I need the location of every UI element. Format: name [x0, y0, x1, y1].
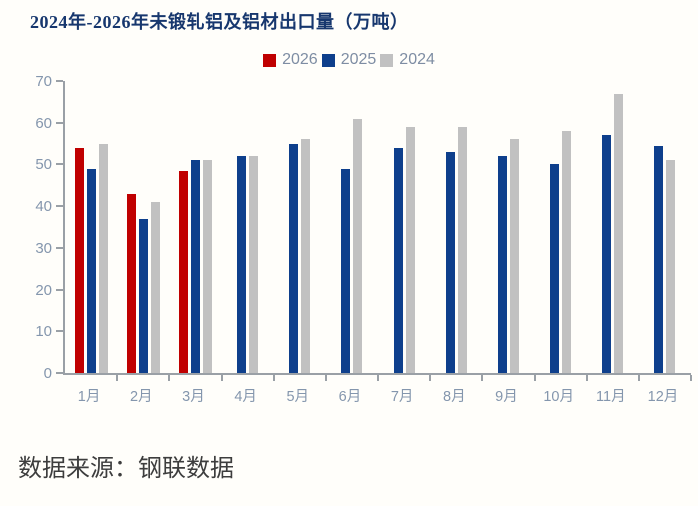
bar-2026-2月 [126, 193, 136, 373]
x-axis-label-3月: 3月 [182, 389, 205, 405]
bar-2026-1月 [74, 147, 84, 373]
x-axis-tick [168, 375, 171, 381]
bar-2025-11月 [602, 135, 612, 373]
bar-group-3月 [169, 81, 221, 373]
legend-swatch-icon [380, 53, 394, 67]
bar-2024-3月 [202, 160, 212, 373]
chart-legend: 2026 2025 2024 [0, 52, 698, 68]
bar-group-12月 [639, 81, 691, 373]
bar-2024-10月 [562, 131, 572, 373]
bar-group-1月 [65, 81, 117, 373]
x-axis-label-9月: 9月 [495, 389, 518, 405]
bar-group-5月 [274, 81, 326, 373]
y-axis-label: 30 [35, 239, 52, 257]
bar-2025-3月 [190, 160, 200, 373]
bar-2025-8月 [445, 151, 455, 373]
y-axis-tick [56, 372, 63, 374]
bar-2024-8月 [457, 126, 467, 373]
x-axis-tick [533, 375, 536, 381]
x-axis-tick [481, 375, 484, 381]
bar-group-7月 [378, 81, 430, 373]
x-axis-label-4月: 4月 [234, 389, 257, 405]
x-axis-label-2月: 2月 [129, 389, 153, 405]
x-axis-tick [272, 375, 275, 381]
x-axis-label-8月: 8月 [443, 389, 466, 405]
y-axis-tick [56, 288, 63, 291]
bar-group-4月 [222, 81, 274, 373]
x-axis-tick [585, 375, 588, 381]
bar-2025-6月 [341, 168, 351, 373]
x-axis-label-7月: 7月 [390, 389, 414, 405]
bar-2026-3月 [178, 170, 188, 373]
chart-title: 2024年-2026年未锻轧铝及铝材出口量（万吨） [30, 12, 409, 32]
bar-2024-2月 [150, 201, 160, 373]
legend-label: 2026 [282, 51, 318, 68]
y-axis-tick [56, 80, 63, 82]
x-axis-label-12月: 12月 [647, 389, 679, 405]
bar-2024-4月 [249, 156, 259, 373]
legend-item-2024: 2024 [380, 52, 435, 68]
y-axis-label: 40 [35, 198, 52, 216]
x-axis-tick [324, 375, 327, 381]
legend-item-2025: 2025 [321, 51, 377, 68]
bar-2025-10月 [550, 164, 560, 373]
x-axis-labels: 1月 2月 3月 4月 5月 6月 7月 8月 9月 10月 11月 12月 [63, 385, 689, 406]
legend-swatch-icon [321, 53, 335, 67]
bar-group-11月 [587, 81, 639, 373]
x-axis-tick [116, 375, 119, 381]
y-axis-label: 0 [43, 365, 52, 382]
bar-2024-7月 [405, 126, 415, 373]
bar-group-8月 [430, 81, 482, 373]
x-axis-tick [377, 375, 379, 381]
y-axis-label: 70 [35, 73, 52, 90]
bar-2024-5月 [301, 139, 311, 373]
y-axis-tick [56, 205, 63, 208]
y-axis-label: 20 [35, 281, 52, 299]
bar-2025-7月 [393, 147, 403, 373]
bar-group-9月 [482, 81, 534, 373]
bar-groups [65, 81, 691, 373]
y-axis-tick [56, 330, 63, 333]
y-axis-tick [56, 163, 63, 166]
x-axis-tick [220, 375, 223, 381]
plot-area: 0 10 20 30 40 50 60 70 [35, 74, 692, 381]
bar-2025-9月 [497, 156, 507, 373]
bar-2024-9月 [509, 139, 519, 373]
legend-item-2026: 2026 [263, 52, 318, 68]
legend-swatch-icon [263, 53, 277, 67]
y-axis-tick [56, 121, 63, 124]
bar-2025-12月 [654, 145, 664, 373]
y-axis-label: 10 [35, 323, 52, 341]
legend-label: 2024 [399, 51, 435, 68]
legend-label: 2025 [340, 51, 377, 68]
data-source: 数据来源：钢联数据 [18, 456, 234, 482]
x-axis-tick [637, 375, 640, 381]
bar-2025-1月 [86, 168, 96, 373]
bar-2024-6月 [353, 118, 363, 373]
x-axis-label-6月: 6月 [338, 389, 362, 405]
bar-2024-1月 [98, 143, 108, 373]
y-axis-tick [56, 246, 63, 249]
bar-2024-12月 [666, 160, 676, 373]
bar-2025-2月 [138, 218, 148, 373]
x-axis-label-5月: 5月 [286, 389, 310, 405]
bar-2024-11月 [614, 93, 624, 373]
x-axis-label-11月: 11月 [596, 389, 626, 405]
y-axis-label: 50 [35, 156, 52, 174]
bar-2025-5月 [289, 143, 299, 373]
x-axis-label-1月: 1月 [77, 389, 101, 405]
x-axis-tick [429, 375, 432, 381]
bar-group-10月 [535, 81, 587, 373]
bar-2025-4月 [237, 156, 247, 373]
bar-group-6月 [326, 81, 378, 373]
y-axis-label: 60 [35, 114, 52, 132]
bar-group-2月 [117, 81, 169, 373]
x-axis-label-10月: 10月 [543, 389, 574, 405]
x-axis-tick [690, 375, 692, 381]
